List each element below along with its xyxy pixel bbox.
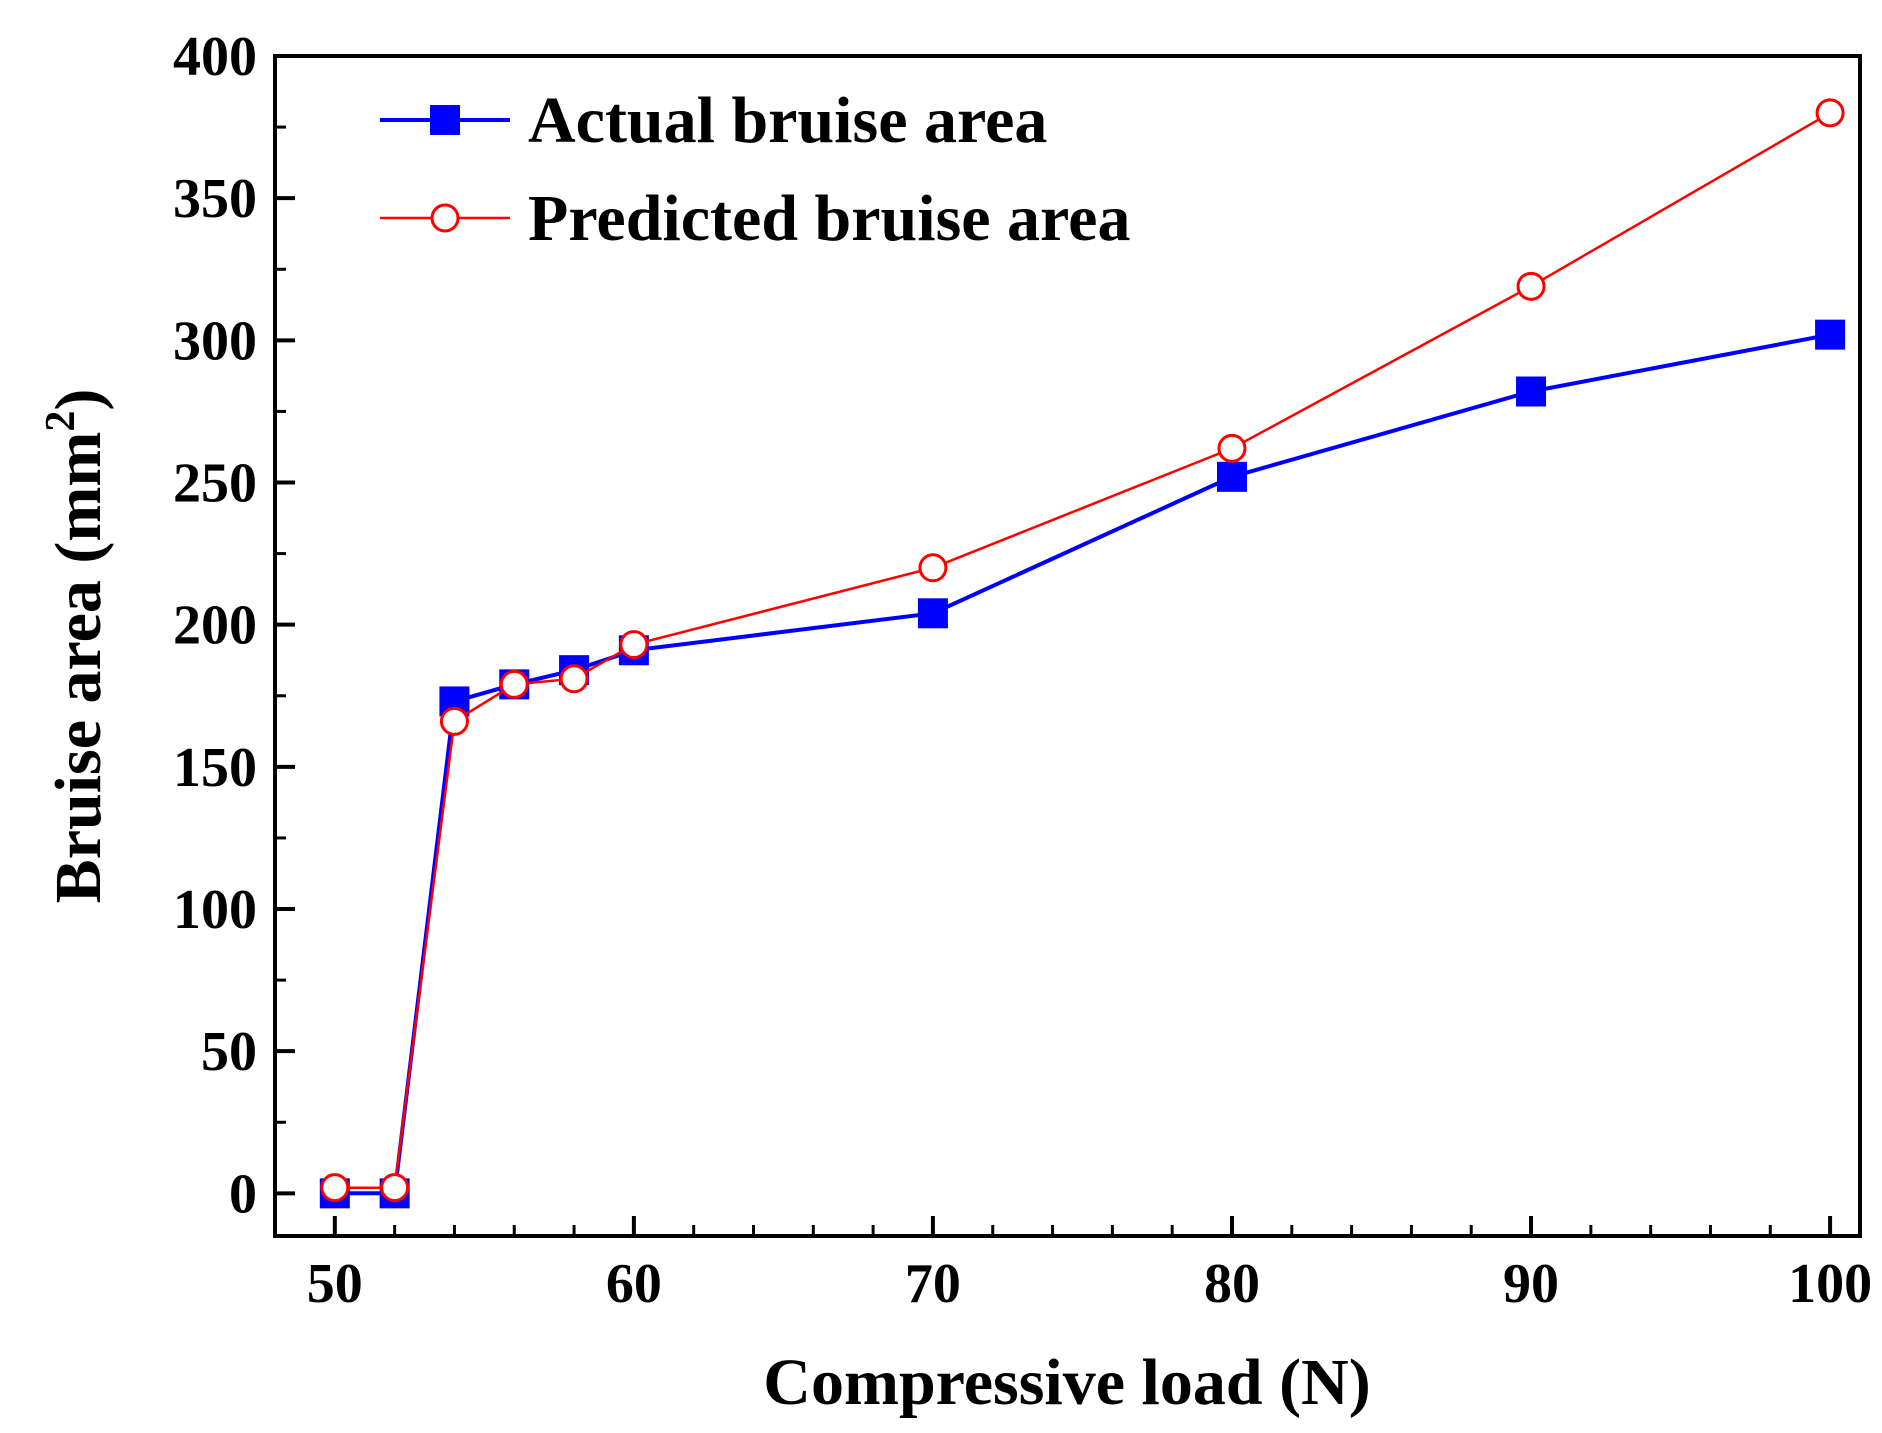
data-point [320,1173,350,1203]
legend-label: Predicted bruise area [528,182,1130,255]
y-tick-label: 400 [173,26,257,88]
legend-marker [430,203,460,233]
data-point [619,630,649,660]
series-1 [319,319,1846,1209]
y-axis-label-text: Bruise area (mm [42,432,115,904]
legend-entry: Predicted bruise area [380,182,1130,255]
x-tick-label: 80 [1204,1253,1260,1315]
legend-label: Actual bruise area [528,84,1047,157]
y-tick-label: 350 [173,168,257,230]
legend: Actual bruise area Predicted bruise area [380,84,1130,255]
y-tick-label: 0 [229,1163,257,1225]
y-axis-label-superscript: 2 [38,411,84,432]
series-2 [320,98,1845,1203]
legend-marker [430,105,460,135]
data-point [1217,433,1247,463]
x-tick-label: 60 [606,1253,662,1315]
data-point [380,1173,410,1203]
data-point [559,664,589,694]
y-tick-label: 150 [173,737,257,799]
x-tick-label: 100 [1788,1253,1872,1315]
data-point [499,669,529,699]
data-point [439,706,469,736]
plot-frame [273,54,1862,1238]
data-point [1815,98,1845,128]
x-axis-label: Compressive load (N) [763,1346,1370,1419]
axis-ticks: 50 60 70 80 90 100 0 50 100 150 200 250 300 350 400 [173,26,1872,1315]
y-axis-label-close: ) [42,389,115,411]
data-point [918,553,948,583]
y-tick-label: 50 [201,1021,257,1083]
y-tick-label: 300 [173,310,257,372]
data-point [1216,461,1247,492]
x-tick-label: 70 [905,1253,961,1315]
series-layer [319,98,1846,1209]
series-line [334,332,1831,1196]
legend-entry: Actual bruise area [380,84,1047,157]
data-point [1516,376,1547,407]
data-point [1815,319,1846,350]
y-tick-label: 200 [173,595,257,657]
series-line [334,111,1831,1189]
x-tick-label: 50 [307,1253,363,1315]
y-tick-label: 100 [173,879,257,941]
y-tick-label: 250 [173,453,257,515]
data-point [917,598,948,629]
x-tick-label: 90 [1503,1253,1559,1315]
data-point [1516,271,1546,301]
y-axis-label: Bruise area (mm2) [38,389,115,904]
